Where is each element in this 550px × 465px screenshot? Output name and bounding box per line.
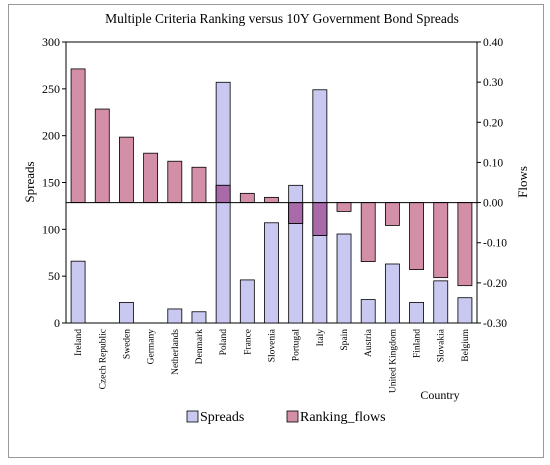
right-axis-title: Flows <box>515 166 530 198</box>
left-tick-label: 250 <box>42 82 60 96</box>
legend-swatch-spreads <box>186 410 199 423</box>
left-tick-label: 0 <box>54 316 60 330</box>
right-tick-label: 0.30 <box>483 77 503 89</box>
legend-label-spreads: Spreads <box>200 410 244 425</box>
legend-label-ranking-flows: Ranking_flows <box>300 410 386 425</box>
ranking-flows-bar-ireland <box>70 68 86 203</box>
ranking-flows-bar-czech-republic <box>94 108 110 203</box>
spreads-bar-slovakia <box>433 280 449 324</box>
x-tick-label-netherlands: Netherlands <box>171 329 181 375</box>
legend-swatch-ranking-flows <box>286 410 299 423</box>
left-axis-ticks: 0 50 100 150 200 250 300 <box>42 35 66 330</box>
ranking-flows-bar-sweden <box>119 136 134 203</box>
left-tick-label: 50 <box>48 269 60 283</box>
x-tick-label-czech-republic: Czech Republic <box>98 329 108 389</box>
spreads-bar-france <box>239 279 255 324</box>
ranking-flows-bar-united-kingdom <box>384 202 400 226</box>
spreads-bar-austria <box>360 299 376 324</box>
spreads-bar-slovenia <box>264 222 279 324</box>
x-tick-label-slovenia: Slovenia <box>268 328 278 362</box>
x-tick-label-slovakia: Slovakia <box>437 328 447 362</box>
chart-frame <box>8 4 544 458</box>
ranking-flows-bar-austria <box>360 202 376 262</box>
x-tick-label-austria: Austria <box>364 328 374 357</box>
right-tick-label: 0.40 <box>483 37 503 49</box>
x-tick-label-ireland: Ireland <box>74 329 84 356</box>
left-axis-title: Spreads <box>22 161 37 202</box>
ranking-flows-bar-denmark <box>191 166 207 203</box>
right-tick-label: -0.10 <box>483 238 507 250</box>
left-tick-label: 300 <box>42 35 60 49</box>
x-tick-label-sweden: Sweden <box>122 329 132 359</box>
overlap-bar-poland <box>215 184 231 203</box>
ranking-flows-bar-finland <box>409 202 424 271</box>
overlap-bar-italy <box>312 202 328 236</box>
x-tick-label-germany: Germany <box>147 329 157 365</box>
x-tick-label-portugal: Portugal <box>292 329 302 362</box>
spreads-bar-united-kingdom <box>384 263 400 324</box>
ranking-flows-bar-netherlands <box>167 160 183 203</box>
right-tick-label: 0.20 <box>483 117 503 129</box>
spreads-bar-belgium <box>457 297 473 324</box>
spreads-bar-spain <box>336 233 352 324</box>
bars-layer <box>70 68 473 324</box>
left-tick-label: 200 <box>42 129 60 143</box>
spreads-bar-denmark <box>191 311 207 324</box>
x-tick-label-poland: Poland <box>219 329 229 356</box>
spreads-bar-finland <box>409 301 424 324</box>
x-tick-label-united-kingdom: United Kingdom <box>388 328 398 393</box>
x-axis-labels: Ireland Czech Republic Sweden Germany Nether… <box>74 328 471 393</box>
right-axis-ticks: -0.30 -0.20 -0.10 0.00 0.10 0.20 0.30 0.40 <box>477 37 507 330</box>
spreads-bar-netherlands <box>167 308 183 324</box>
x-axis-title: Country <box>420 388 459 402</box>
right-tick-label: 0.00 <box>483 198 503 210</box>
ranking-flows-bar-belgium <box>457 202 473 287</box>
right-tick-label: -0.30 <box>483 318 507 330</box>
right-tick-label: 0.10 <box>483 157 503 169</box>
spreads-bar-ireland <box>70 260 86 324</box>
x-tick-label-finland: Finland <box>413 329 423 358</box>
left-tick-label: 100 <box>42 222 60 236</box>
x-tick-label-denmark: Denmark <box>195 329 205 365</box>
chart-title: Multiple Criteria Ranking versus 10Y Gov… <box>105 11 459 26</box>
left-tick-label: 150 <box>42 176 60 190</box>
ranking-flows-bar-france <box>239 192 255 203</box>
right-tick-label: -0.20 <box>483 278 507 290</box>
ranking-flows-bar-germany <box>143 152 159 203</box>
legend: Spreads Ranking_flows <box>186 410 386 425</box>
ranking-flows-bar-slovenia <box>264 196 279 203</box>
overlap-bar-portugal <box>288 202 304 224</box>
ranking-flows-bar-slovakia <box>433 202 449 279</box>
x-tick-label-spain: Spain <box>340 329 350 351</box>
x-tick-label-belgium: Belgium <box>461 328 471 361</box>
ranking-flows-bar-spain <box>336 202 352 212</box>
spreads-bar-sweden <box>119 301 134 324</box>
x-tick-label-italy: Italy <box>316 329 326 347</box>
x-tick-label-france: France <box>243 329 253 355</box>
